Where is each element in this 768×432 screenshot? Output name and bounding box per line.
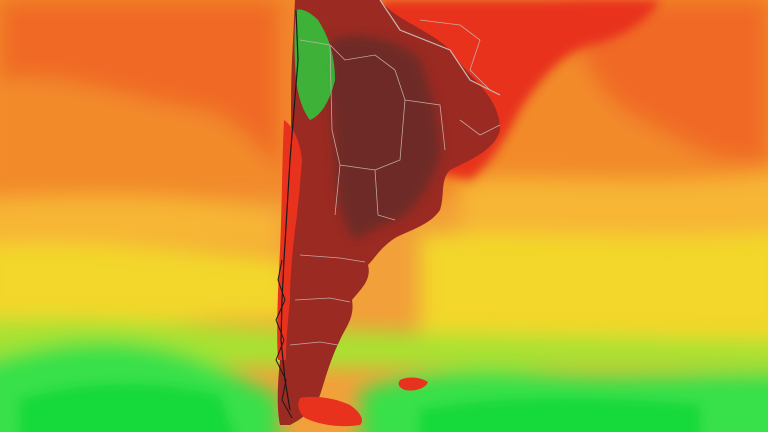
band-orange-red-ne (560, 0, 768, 162)
ocean-green-core (20, 384, 700, 432)
coastline (275, 259, 293, 419)
country-borders (280, 0, 501, 411)
province-borders (289, 19, 501, 346)
continent (277, 0, 660, 427)
band-orange-red-nw (0, 0, 280, 170)
landmass-argentina-core (328, 36, 440, 240)
band-amber (0, 195, 280, 250)
tierra-del-fuego (298, 396, 362, 427)
landmass-chile-coast (277, 120, 302, 360)
falkland-islands (398, 377, 428, 391)
band-yellow (0, 243, 290, 327)
band-amber-east (460, 173, 768, 244)
landmass-andes (294, 9, 335, 120)
band-yellow-east (420, 232, 768, 349)
